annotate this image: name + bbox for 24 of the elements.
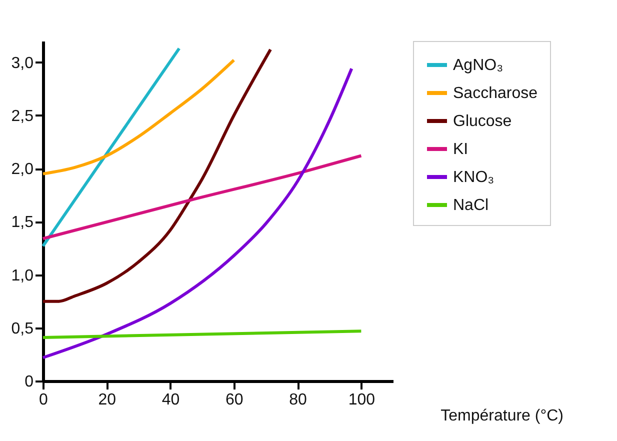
legend-label: KI — [453, 141, 468, 158]
line-series — [42, 48, 272, 303]
y-tick-label: 1,5 — [11, 214, 34, 232]
y-tick-label: 2,5 — [11, 108, 34, 125]
line-series — [42, 67, 354, 360]
x-tick-label: 60 — [226, 392, 244, 408]
y-tick-label: 2,0 — [11, 161, 34, 178]
legend-label: Glucose — [453, 113, 512, 130]
x-tick-label: 80 — [289, 392, 308, 408]
line-series — [42, 154, 363, 240]
x-axis-title: Température (°C) — [440, 408, 564, 424]
x-tick-label: 40 — [162, 392, 180, 408]
legend-label: KNO₃ — [453, 169, 494, 186]
legend-label: NaCl — [453, 197, 489, 214]
x-tick-label: 100 — [348, 392, 376, 408]
legend-label: AgNO₃ — [453, 57, 504, 74]
y-tick-label: 0 — [24, 374, 34, 390]
x-tick-label: 20 — [98, 392, 116, 408]
y-tick-label: 1,0 — [11, 267, 34, 284]
y-tick-label: 0,5 — [11, 320, 34, 338]
y-tick-label: 3,0 — [11, 54, 34, 72]
line-series — [42, 58, 236, 176]
legend-label: Saccharose — [453, 85, 538, 102]
x-tick-label: 0 — [39, 392, 48, 408]
